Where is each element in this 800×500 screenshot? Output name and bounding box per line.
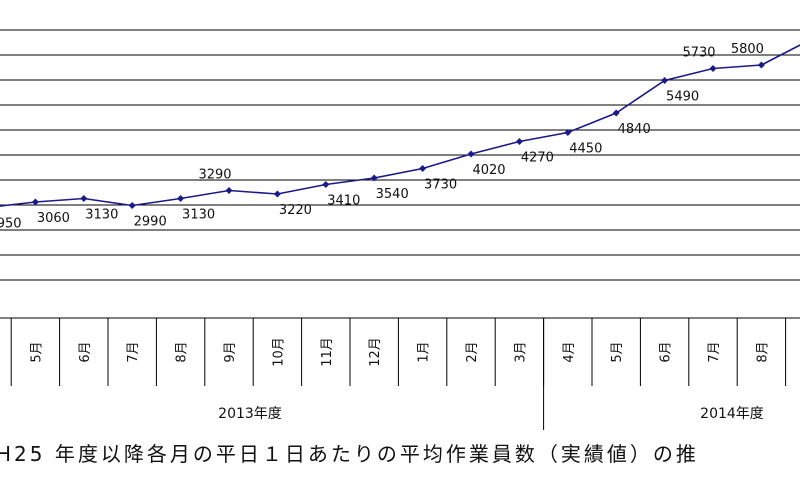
data-label: 2950	[0, 217, 22, 232]
data-point	[467, 150, 475, 158]
x-tick-label: 1月	[417, 341, 432, 362]
data-label: 4270	[521, 151, 554, 166]
fiscal-year-label: 2014年度	[700, 406, 764, 422]
data-label: 3540	[376, 187, 409, 202]
data-label: 3290	[198, 168, 231, 183]
fiscal-year-labels: 2013年度 2014年度	[218, 406, 764, 422]
x-tick-label: 12月	[368, 337, 383, 367]
data-point	[273, 190, 281, 198]
data-point	[177, 195, 185, 202]
chart-footnote: H25 年度以降各月の平日１日あたりの平均作業員数（実績値）の推	[0, 438, 800, 468]
data-label: 3130	[85, 208, 118, 223]
data-label: 5800	[731, 42, 764, 57]
x-tick-label: 8月	[175, 341, 190, 362]
data-label: 5490	[666, 90, 699, 105]
x-axis	[0, 317, 800, 430]
data-point	[709, 65, 717, 72]
series-polyline	[0, 44, 800, 207]
x-tick-label: 3月	[513, 341, 528, 362]
data-label: 3060	[37, 211, 70, 226]
grid-lines	[0, 29, 800, 281]
x-tick-label: 5月	[610, 341, 625, 362]
data-point	[370, 174, 378, 182]
x-tick-label: 4月	[562, 341, 577, 362]
data-label: 4840	[618, 122, 651, 137]
data-point	[564, 129, 572, 136]
x-tick-label: 7月	[126, 341, 141, 362]
data-label: 2990	[134, 215, 167, 230]
data-point	[322, 181, 330, 188]
data-label: 4450	[569, 142, 602, 157]
x-tick-label: 9月	[223, 341, 238, 362]
x-tick-label: 11月	[320, 337, 335, 367]
data-point	[515, 138, 523, 145]
x-tick-label: 6月	[78, 341, 93, 362]
data-point	[612, 109, 620, 117]
x-tick-label: 5月	[29, 341, 44, 362]
data-point	[661, 77, 669, 84]
data-labels: 2950 3060 3130 2990 3130 3290 3220 3410 3540 3730…	[0, 42, 764, 232]
data-label: 3410	[327, 194, 360, 209]
data-point	[757, 61, 765, 69]
data-point	[31, 198, 39, 206]
x-tick-label: 7月	[707, 341, 722, 362]
x-tick-label: 6月	[659, 341, 674, 362]
data-label: 4020	[472, 163, 505, 178]
data-label: 3220	[279, 203, 312, 218]
data-point	[225, 187, 233, 194]
x-tick-label: 10月	[271, 337, 286, 367]
fiscal-year-label: 2013年度	[218, 406, 282, 422]
x-tick-label: 2月	[465, 341, 480, 362]
series-line	[0, 44, 800, 209]
data-point	[128, 202, 136, 209]
data-label: 3730	[424, 178, 457, 193]
data-point	[419, 165, 427, 172]
data-point	[80, 195, 88, 202]
x-tick-labels: 4月5月6月7月8月9月10月11月12月1月2月3月4月5月6月7月8月9月	[29, 337, 770, 367]
data-label: 5730	[682, 46, 715, 61]
x-tick-label: 8月	[755, 341, 770, 362]
data-label: 3130	[182, 208, 215, 223]
footnote-text: H25 年度以降各月の平日１日あたりの平均作業員数（実績値）の推	[0, 442, 699, 466]
